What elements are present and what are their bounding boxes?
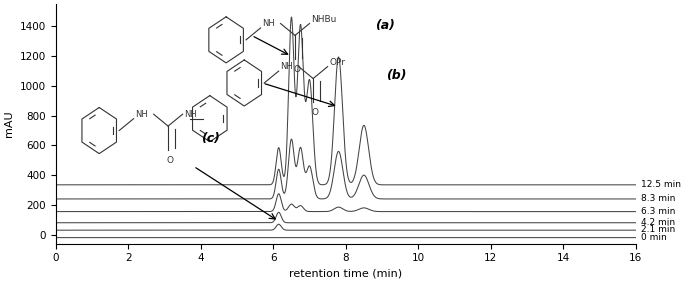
Y-axis label: mAU: mAU bbox=[4, 111, 14, 137]
Text: 2.1 min: 2.1 min bbox=[641, 225, 675, 234]
Text: OPr: OPr bbox=[329, 58, 345, 67]
Text: NH: NH bbox=[184, 110, 197, 119]
Text: 6.3 min: 6.3 min bbox=[641, 207, 675, 216]
Text: NH: NH bbox=[136, 110, 148, 119]
Text: NH: NH bbox=[280, 62, 293, 71]
Text: (b): (b) bbox=[386, 68, 406, 82]
Text: 0 min: 0 min bbox=[641, 233, 667, 242]
Text: 4.2 min: 4.2 min bbox=[641, 218, 675, 227]
Text: O: O bbox=[166, 156, 173, 165]
Text: O: O bbox=[312, 108, 319, 117]
Text: (a): (a) bbox=[375, 20, 395, 33]
X-axis label: retention time (min): retention time (min) bbox=[289, 269, 402, 279]
Text: O: O bbox=[293, 65, 300, 74]
Text: 8.3 min: 8.3 min bbox=[641, 194, 675, 203]
Text: NH: NH bbox=[262, 19, 275, 28]
Text: 12.5 min: 12.5 min bbox=[641, 180, 682, 189]
Text: (c): (c) bbox=[201, 132, 220, 145]
Text: NHBu: NHBu bbox=[311, 14, 337, 23]
